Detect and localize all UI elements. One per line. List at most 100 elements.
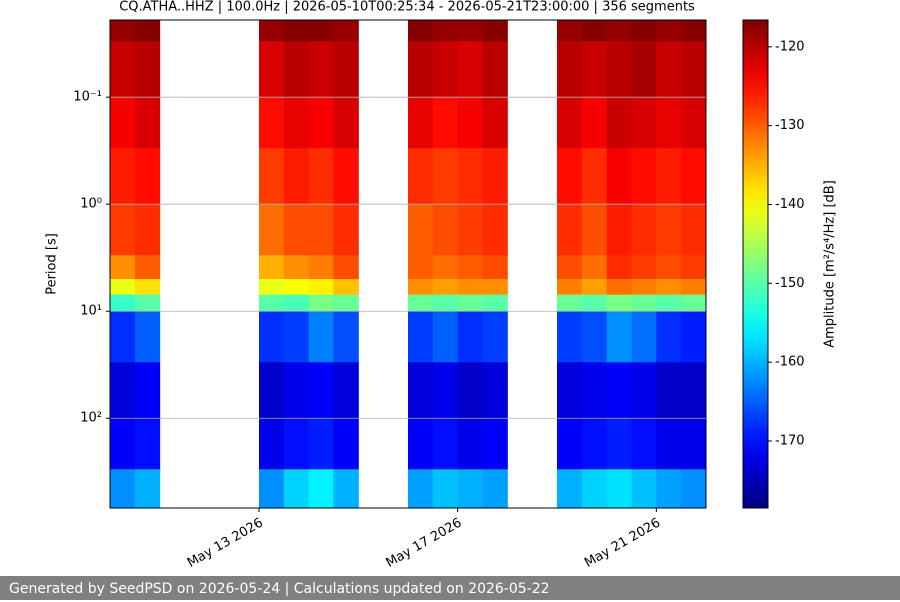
heatmap-cell	[482, 418, 508, 470]
heatmap-cell	[134, 469, 161, 509]
heatmap-cell	[581, 97, 608, 149]
heatmap-cell	[432, 362, 459, 419]
chart: CQ.ATHA..HHZ | 100.0Hz | 2026-05-10T00:2…	[45, 0, 838, 571]
heatmap-cell	[259, 97, 285, 149]
heatmap-cell	[333, 255, 359, 280]
heatmap-cell	[656, 97, 682, 149]
heatmap-cell	[259, 255, 285, 280]
heatmap-cell	[457, 362, 483, 419]
heatmap-cell	[557, 148, 583, 205]
heatmap-cell	[432, 294, 459, 312]
colorbar-label: Amplitude [m²/s⁴/Hz] [dB]	[823, 180, 838, 348]
heatmap-cell	[656, 418, 682, 470]
heatmap-cell	[457, 311, 483, 363]
heatmap-cell	[606, 97, 632, 149]
heatmap-cell	[681, 255, 707, 280]
heatmap-cell	[408, 97, 434, 149]
heatmap-cell	[681, 418, 707, 470]
heatmap-cell	[606, 204, 632, 256]
heatmap-cell	[482, 148, 508, 205]
heatmap-cell	[432, 311, 459, 363]
heatmap-cell	[482, 204, 508, 256]
heatmap-cell	[308, 362, 334, 419]
heatmap-cell	[432, 41, 459, 98]
heatmap-cell	[482, 41, 508, 98]
heatmap-cell	[631, 20, 657, 42]
heatmap-cell	[432, 204, 459, 256]
heatmap-cell	[432, 418, 459, 470]
heatmap-cell	[656, 469, 682, 509]
heatmap-cell	[283, 97, 310, 149]
heatmap-cell	[581, 41, 608, 98]
heatmap-cell	[681, 204, 707, 256]
heatmap-cell	[581, 294, 608, 312]
heatmap-cell	[408, 418, 434, 470]
heatmap-cell	[333, 418, 359, 470]
heatmap-cell	[408, 279, 434, 296]
heatmap-cell	[631, 279, 657, 296]
heatmap-cell	[557, 204, 583, 256]
heatmap-cell	[333, 362, 359, 419]
heatmap-cell	[631, 97, 657, 149]
heatmap-cell	[681, 469, 707, 509]
heatmap-cell	[432, 279, 459, 296]
heatmap-cell	[308, 294, 334, 312]
heatmap-cell	[557, 41, 583, 98]
heatmap-cell	[408, 362, 434, 419]
heatmap-cell	[283, 418, 310, 470]
heatmap-cell	[457, 255, 483, 280]
heatmap-cell	[581, 148, 608, 205]
heatmap-cell	[432, 97, 459, 149]
heatmap-cell	[308, 20, 334, 42]
heatmap-cell	[308, 311, 334, 363]
heatmap-cell	[333, 294, 359, 312]
heatmap-cell	[308, 148, 334, 205]
x-tick-label: May 17 2026	[383, 516, 464, 571]
heatmap-cell	[110, 294, 136, 312]
heatmap-cell	[581, 204, 608, 256]
heatmap-cell	[134, 41, 161, 98]
heatmap-cell	[333, 20, 359, 42]
heatmap-cell	[606, 418, 632, 470]
chart-title: CQ.ATHA..HHZ | 100.0Hz | 2026-05-10T00:2…	[119, 0, 695, 15]
heatmap-cell	[259, 418, 285, 470]
colorbar-tick-label: -160	[775, 355, 805, 370]
heatmap-cell	[408, 311, 434, 363]
heatmap-cell	[457, 204, 483, 256]
heatmap-cell	[259, 279, 285, 296]
heatmap-cell	[581, 469, 608, 509]
heatmap-cell	[606, 279, 632, 296]
heatmap-cell	[134, 204, 161, 256]
footer: Generated by SeedPSD on 2026-05-24 | Cal…	[0, 576, 900, 600]
heatmap-cell	[631, 469, 657, 509]
heatmap-cell	[283, 20, 310, 42]
heatmap-cell	[631, 41, 657, 98]
heatmap-cell	[333, 41, 359, 98]
heatmap-cell	[333, 148, 359, 205]
heatmap-cell	[656, 20, 682, 42]
colorbar-tick-label: -170	[775, 433, 805, 448]
heatmap-cell	[259, 148, 285, 205]
heatmap-cell	[134, 148, 161, 205]
heatmap-cell	[432, 20, 459, 42]
heatmap-cell	[308, 41, 334, 98]
heatmap-cell	[681, 294, 707, 312]
heatmap-cell	[457, 148, 483, 205]
heatmap-cell	[557, 418, 583, 470]
heatmap-cell	[631, 204, 657, 256]
heatmap-cell	[631, 148, 657, 205]
heatmap-cell	[482, 255, 508, 280]
heatmap-cell	[408, 255, 434, 280]
heatmap-cell	[408, 20, 434, 42]
colorbar-tick-label: -130	[775, 118, 805, 133]
heatmap-cell	[259, 20, 285, 42]
heatmap-cell	[110, 469, 136, 509]
heatmap-cell	[581, 20, 608, 42]
heatmap-cell	[631, 294, 657, 312]
x-tick-label: May 21 2026	[582, 516, 663, 571]
colorbar-tick-label: -140	[775, 197, 805, 212]
heatmap-cell	[631, 418, 657, 470]
heatmap-cell	[432, 148, 459, 205]
heatmap-cell	[631, 255, 657, 280]
